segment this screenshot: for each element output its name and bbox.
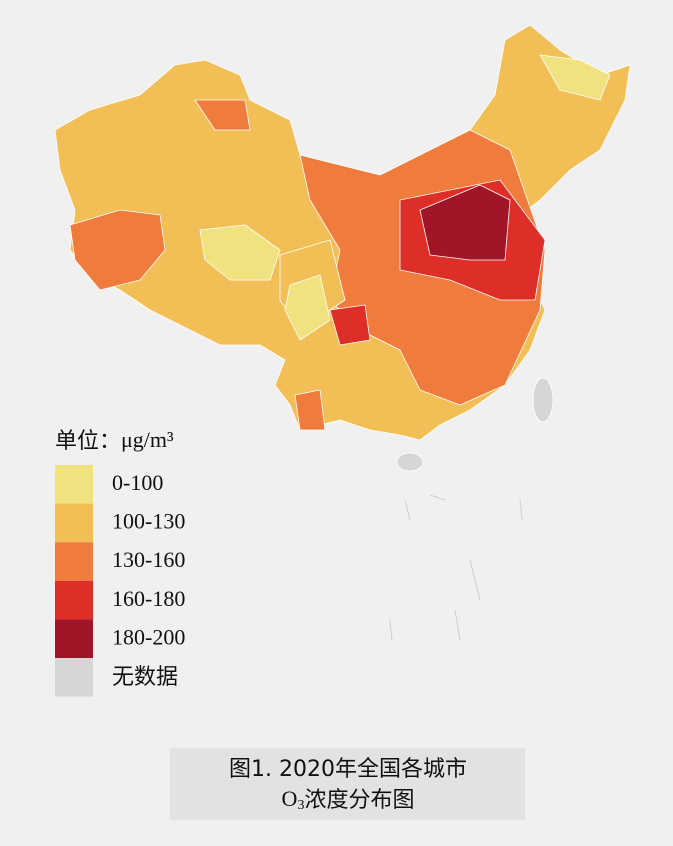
region	[419, 184, 511, 261]
legend-swatch	[55, 503, 93, 543]
legend-label: 0-100	[112, 470, 163, 495]
caption-o: O	[282, 786, 298, 811]
legend-swatch	[55, 619, 93, 658]
caption-suffix: 浓度分布图	[304, 788, 414, 813]
map	[54, 24, 631, 641]
legend-swatch	[55, 465, 93, 504]
region	[194, 99, 251, 131]
region	[199, 224, 281, 281]
legend-swatch	[55, 580, 93, 620]
caption-sub: 3	[297, 798, 304, 813]
legend-label: 无数据	[112, 665, 178, 690]
region	[69, 209, 166, 291]
legend-label: 100-130	[112, 509, 185, 534]
legend-label: 130-160	[112, 547, 185, 572]
legend-swatch	[55, 658, 93, 697]
legend-title-label: 单位：	[55, 429, 121, 454]
region	[284, 274, 331, 341]
islands	[389, 494, 523, 641]
region	[294, 389, 326, 431]
taiwan	[532, 377, 554, 423]
legend-title: 单位：μg/m³	[55, 427, 174, 454]
caption-box	[170, 748, 525, 820]
legend-swatch	[55, 542, 93, 581]
legend-title-unit: μg/m³	[121, 427, 174, 452]
hainan	[396, 452, 424, 472]
region	[539, 54, 611, 101]
legend: 0-100 100-130 130-160 160-180 180-200 无数据	[55, 465, 185, 697]
region	[329, 304, 371, 346]
caption-line2: O3浓度分布图	[282, 786, 415, 813]
legend-label: 160-180	[112, 586, 185, 611]
caption-line1: 图1. 2020年全国各城市	[229, 757, 467, 782]
legend-label: 180-200	[112, 624, 185, 649]
